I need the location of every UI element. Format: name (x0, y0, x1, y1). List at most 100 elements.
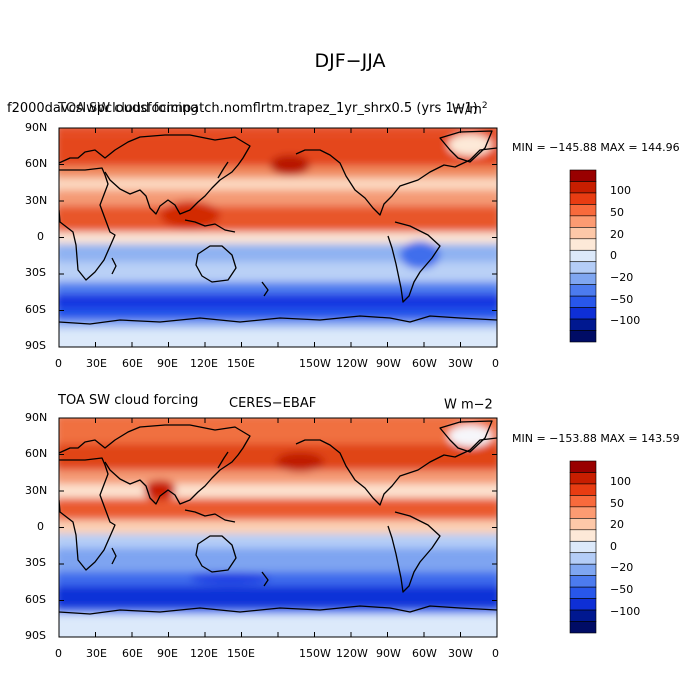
colorbar-box (569, 518, 597, 531)
lat-label: 0 (37, 230, 44, 243)
lon-label: 120E (190, 357, 218, 370)
lat-label: 60S (25, 593, 46, 606)
colorbar-box (569, 272, 597, 285)
colorbar-label: −100 (610, 605, 641, 618)
coastline-eurasia (59, 134, 251, 215)
coastline-new-zealand (261, 571, 269, 587)
panel2-map (59, 418, 497, 637)
colorbar-box (569, 483, 597, 496)
colorbar-label: 100 (610, 184, 631, 197)
panel2-units: W m−2 (444, 396, 493, 412)
lon-label: 30W (448, 647, 473, 660)
panel1-left-title: f2000davcslwpcloudsfocimpatch.nomflrtm.t… (7, 101, 478, 116)
band-tropics-south (59, 534, 497, 548)
lon-label: 0 (55, 357, 62, 370)
lon-label: 0 (492, 647, 499, 660)
panel2-tick-marks (58, 417, 498, 638)
band-north-high (59, 444, 497, 470)
coastline-japan (217, 451, 229, 469)
panel2-left-title: TOA SW cloud forcing (58, 393, 199, 408)
colorbar-box (569, 238, 597, 251)
colorbar-box (569, 540, 597, 554)
colorbar-box (569, 563, 597, 576)
colorbar-label: −100 (610, 314, 641, 327)
lat-label: 60N (25, 447, 48, 460)
band-antarctic-edge (59, 320, 497, 328)
coastline-north-america (295, 147, 497, 216)
tibet-anomaly (144, 480, 176, 500)
band-equator (59, 520, 497, 534)
southern-ocean-anomaly (190, 572, 270, 584)
colorbar-box (569, 318, 597, 331)
colorbar-box (569, 169, 597, 182)
panel1-colorbar (569, 169, 597, 343)
coastline-madagascar (111, 547, 117, 565)
panel1-units: W/m2 (452, 101, 488, 117)
lon-label: 150E (227, 357, 255, 370)
lon-label: 30E (86, 647, 107, 660)
band-itcz (59, 498, 497, 520)
panel2-units-text: W m−2 (444, 397, 493, 413)
lon-label: 150W (299, 647, 331, 660)
lat-label: 90S (25, 629, 46, 642)
band-southern-ocean (59, 586, 497, 608)
lat-label: 60N (25, 157, 48, 170)
lon-label: 30W (448, 357, 473, 370)
colorbar-box (569, 552, 597, 565)
colorbar-box (569, 261, 597, 274)
lon-label: 150W (299, 357, 331, 370)
colorbar-box (569, 249, 597, 263)
lon-label: 60W (412, 647, 437, 660)
band-north-mid (59, 470, 497, 484)
lat-label: 90N (25, 121, 48, 134)
lat-label: 60S (25, 303, 46, 316)
coastline-indonesia (184, 509, 236, 523)
band-tropics-south (59, 244, 497, 262)
colorbar-box (569, 472, 597, 485)
coastline-greenland (439, 130, 493, 163)
lat-label: 90N (25, 411, 48, 424)
colorbar-label: 100 (610, 475, 631, 488)
colorbar-box (569, 609, 597, 622)
band-itcz (59, 206, 497, 232)
panel1-center-title: TOA SW cloud forcing (58, 101, 199, 116)
colorbar-label: 0 (610, 249, 617, 262)
panel2-center-title: CERES−EBAF (229, 396, 317, 411)
panel1-tick-marks (58, 127, 498, 348)
lon-label: 60E (122, 357, 143, 370)
colorbar-box (569, 215, 597, 228)
lon-label: 150E (227, 647, 255, 660)
colorbar-label: 20 (610, 518, 624, 531)
colorbar-box (569, 598, 597, 611)
field-bands (59, 418, 497, 637)
panel2-coastlines (59, 420, 497, 615)
panel2-min-max: MIN = −153.88 MAX = 143.59 (512, 432, 680, 445)
coastline-australia (195, 535, 237, 573)
colorbar-box (569, 192, 597, 205)
coastline-australia (195, 245, 237, 283)
colorbar-box (569, 529, 597, 542)
lon-label: 90E (157, 357, 178, 370)
coastline-japan (217, 161, 229, 179)
lat-label: 30S (25, 556, 46, 569)
north-pacific-anomaly (276, 452, 324, 472)
south-america-anomaly (400, 241, 440, 269)
band-antarctica (59, 614, 497, 637)
lon-label: 90W (376, 647, 401, 660)
lon-label: 60W (412, 357, 437, 370)
band-subtropics-north (59, 484, 497, 498)
band-south-high (59, 308, 497, 320)
coastline-madagascar (111, 257, 117, 275)
coastline-north-america (295, 437, 497, 506)
coastline-africa (59, 167, 116, 281)
lon-label: 90E (157, 647, 178, 660)
panel2-colorbar (569, 460, 597, 634)
lon-label: 90W (376, 357, 401, 370)
colorbar-label: 0 (610, 540, 617, 553)
lat-label: 30N (25, 194, 48, 207)
coastline-new-zealand (261, 281, 269, 297)
band-south-mid (59, 572, 497, 586)
lat-label: 30S (25, 266, 46, 279)
coastline-south-america (387, 511, 441, 593)
